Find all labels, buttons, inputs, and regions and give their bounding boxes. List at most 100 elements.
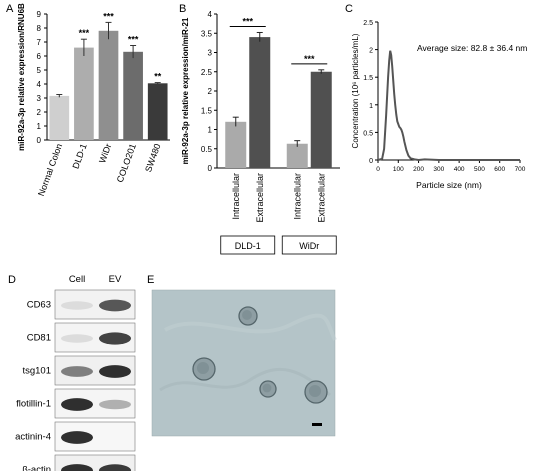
category-label: COLO201 — [115, 142, 138, 184]
y-axis-label: Concentration (10⁶ particles/mL) — [351, 33, 360, 148]
category-label: DLD-1 — [70, 142, 88, 170]
y-tick-label: 2 — [37, 108, 42, 117]
band — [61, 301, 93, 310]
significance-label: *** — [79, 28, 90, 38]
y-tick-label: 0.5 — [363, 130, 373, 137]
band — [99, 332, 131, 345]
group-label: WiDr — [299, 241, 319, 251]
y-axis-label: miR-92a-3p relative expression/miR-21 — [181, 17, 190, 164]
y-tick-label: 3 — [37, 94, 42, 103]
protein-label: β-actin — [22, 465, 51, 472]
protein-label: CD81 — [27, 333, 51, 344]
y-tick-label: 0 — [37, 136, 42, 145]
y-tick-label: 0.5 — [201, 145, 213, 154]
y-tick-label: 4 — [208, 10, 213, 19]
significance-label: *** — [304, 54, 315, 64]
bar — [286, 143, 308, 168]
y-tick-label: 3 — [208, 49, 213, 58]
band — [99, 299, 131, 312]
bar — [310, 71, 332, 168]
y-tick-label: 0 — [369, 158, 373, 165]
band — [61, 334, 93, 343]
protein-label: CD63 — [27, 300, 51, 311]
y-tick-label: 6 — [37, 52, 42, 61]
x-tick-label: 500 — [474, 166, 485, 173]
bar — [225, 121, 247, 168]
y-tick-label: 1 — [37, 122, 42, 131]
y-tick-label: 2 — [208, 87, 213, 96]
y-tick-label: 2.5 — [363, 20, 373, 27]
chart-b: B 0 0.5 1 1.5 2 2.5 3 3.5 4 miR-92a-3p relative ex… — [179, 3, 340, 255]
band — [61, 366, 93, 377]
band — [99, 365, 131, 378]
y-tick-label: 1 — [369, 103, 373, 110]
bar — [123, 51, 143, 140]
x-tick-label: 100 — [393, 166, 404, 173]
x-tick-label: 400 — [454, 166, 465, 173]
x-axis-label: Particle size (nm) — [416, 180, 482, 190]
significance-label: *** — [103, 11, 114, 21]
category-label: Normal Colon — [36, 142, 64, 197]
y-tick-label: 7 — [37, 38, 42, 47]
panel-label-e: E — [147, 274, 154, 286]
significance-label: ** — [154, 72, 162, 82]
bar — [147, 83, 168, 140]
y-tick-label: 5 — [37, 66, 42, 75]
group-box — [281, 235, 337, 255]
group-box — [220, 235, 276, 255]
vesicle-core — [196, 361, 210, 375]
panel-label-b: B — [179, 3, 186, 15]
panel-label-c: C — [345, 3, 353, 15]
panel-label-a: A — [6, 3, 14, 15]
scale-bar — [312, 423, 322, 426]
texture-streak — [159, 367, 331, 397]
y-tick-label: 8 — [37, 24, 42, 33]
y-tick-label: 4 — [37, 80, 42, 89]
bar — [74, 47, 94, 140]
panel-b: B 0 0.5 1 1.5 2 2.5 3 3.5 4 miR-92a-3p relative ex… — [175, 0, 345, 260]
protein-label: flotillin-1 — [16, 399, 51, 410]
x-tick-label: 0 — [376, 166, 380, 173]
x-tick-label: 200 — [413, 166, 424, 173]
panel-label-d: D — [8, 274, 16, 286]
category-label: Intracellular — [292, 173, 302, 220]
vesicle-core — [308, 384, 322, 398]
y-tick-label: 1 — [208, 126, 213, 135]
vesicle-core — [262, 383, 272, 393]
chart-c: C 0 0.5 1 1.5 2 2.5 0 100 200 300 400 500 600 700 Parti… — [345, 3, 527, 190]
chart-a: A 0 1 2 3 4 5 6 7 8 9 miR-92a-3p relative expressio… — [6, 3, 170, 197]
electron-micrograph: E — [147, 274, 337, 437]
y-tick-label: 2 — [369, 48, 373, 55]
category-label: Intracellular — [231, 173, 241, 220]
bar — [49, 95, 70, 140]
significance-label: *** — [128, 35, 139, 45]
y-tick-label: 0 — [208, 164, 213, 173]
y-tick-label: 3.5 — [201, 29, 213, 38]
western-blot: D Cell EV CD63 CD81 tsg101 flotillin-1 actinin-… — [8, 274, 136, 476]
significance-label: *** — [242, 16, 253, 26]
lane-label: Cell — [69, 274, 85, 285]
panel-e: E — [140, 270, 340, 440]
panel-a: A 0 1 2 3 4 5 6 7 8 9 miR-92a-3p relative expressio… — [0, 0, 175, 240]
category-label: Extracellular — [316, 173, 326, 223]
y-tick-label: 1.5 — [201, 106, 213, 115]
y-tick-label: 2.5 — [201, 68, 213, 77]
annotation-average-size: Average size: 82.8 ± 36.4 nm — [417, 43, 527, 53]
category-label: Extracellular — [255, 173, 265, 223]
y-tick-label: 9 — [37, 10, 42, 19]
vesicle-core — [242, 310, 252, 320]
y-tick-label: 1.5 — [363, 75, 373, 82]
group-label: DLD-1 — [235, 241, 261, 251]
bar — [98, 30, 119, 140]
band — [61, 431, 93, 444]
panel-d: D Cell EV CD63 CD81 tsg101 flotillin-1 actinin-… — [0, 270, 150, 476]
lane-label: EV — [109, 274, 122, 285]
category-label: WiDr — [97, 142, 113, 164]
x-tick-label: 700 — [515, 166, 526, 173]
band — [99, 399, 131, 410]
band — [61, 398, 93, 411]
bar — [249, 37, 271, 168]
panel-c: C 0 0.5 1 1.5 2 2.5 0 100 200 300 400 500 600 700 Parti… — [345, 0, 550, 200]
protein-label: tsg101 — [22, 366, 51, 377]
protein-label: actinin-4 — [15, 432, 51, 443]
